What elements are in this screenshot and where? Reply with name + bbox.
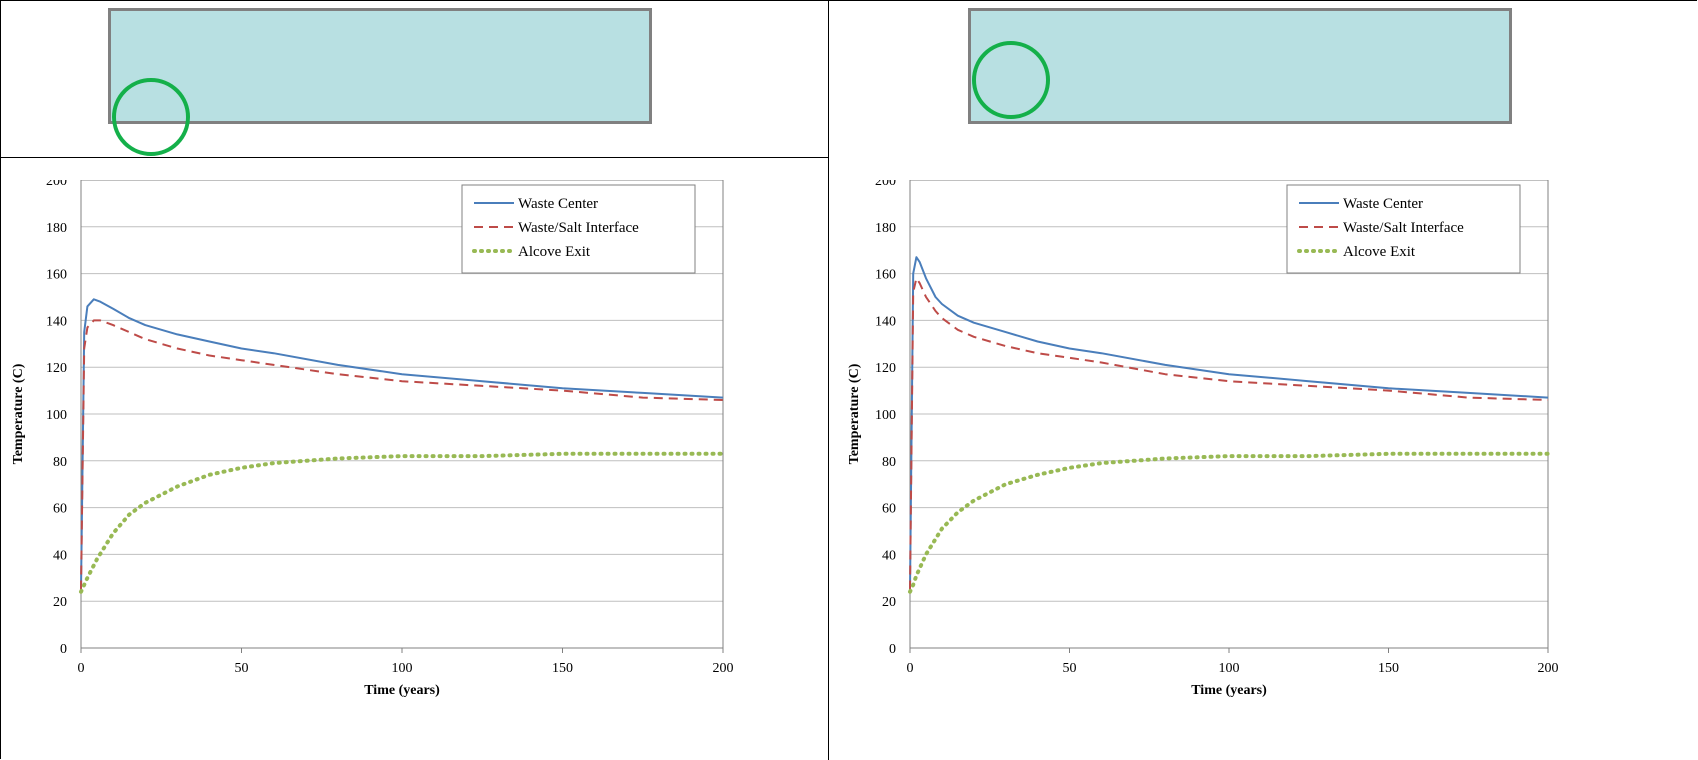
c0-ytick-label-20: 20	[53, 595, 67, 610]
c1-y-axis-title: Temperature (C)	[847, 363, 862, 464]
top-divider-left	[0, 157, 828, 158]
c0-ytick-label-180: 180	[46, 221, 67, 236]
c0-ytick-label-160: 160	[46, 268, 67, 283]
c0-xtick-label-0: 0	[78, 661, 85, 676]
c1-xtick-label-200: 200	[1538, 661, 1559, 676]
c0-ytick-label-120: 120	[46, 361, 67, 376]
chart-right: 0 20 40 60 80 100 120 140 160 180 200 0 50 100 150 200 T…	[836, 180, 1698, 760]
c1-xtick-label-50: 50	[1063, 661, 1077, 676]
c0-legend-label-2: Alcove Exit	[518, 244, 591, 260]
c1-ytick-label-120: 120	[875, 361, 896, 376]
chart-right-svg: 0 20 40 60 80 100 120 140 160 180 200 0 50 100 150 200 T…	[847, 180, 1559, 698]
c0-ytick-label-40: 40	[53, 548, 67, 563]
c0-legend-box	[461, 184, 696, 274]
c1-ytick-label-40: 40	[882, 548, 896, 563]
c1-legend-label-0: Waste Center	[1343, 196, 1423, 212]
c1-xtick-label-150: 150	[1378, 661, 1399, 676]
c0-ytick-label-60: 60	[53, 502, 67, 517]
left-panel-divider	[828, 0, 829, 158]
chart-left: 0 20 40 60 80 100 120 140 160 180 200 0 50 100 150 200 T…	[0, 180, 830, 760]
c1-legend-box	[1286, 184, 1521, 274]
c1-ytick-label-80: 80	[882, 455, 896, 470]
c0-ytick-label-200: 200	[46, 180, 67, 189]
c1-legend-label-1: Waste/Salt Interface	[1343, 220, 1464, 236]
diagram-left	[108, 8, 652, 124]
c1-ytick-label-60: 60	[882, 502, 896, 517]
c0-legend-label-0: Waste Center	[518, 196, 598, 212]
c1-ytick-label-20: 20	[882, 595, 896, 610]
c0-series-line-1	[80, 319, 724, 590]
c0-xtick-label-100: 100	[392, 661, 413, 676]
c1-xtick-label-100: 100	[1219, 661, 1240, 676]
c1-ytick-label-0: 0	[889, 642, 896, 657]
c1-ytick-label-180: 180	[875, 221, 896, 236]
c1-ytick-label-100: 100	[875, 408, 896, 423]
c1-ytick-label-200: 200	[875, 180, 896, 189]
c1-x-axis-title: Time (years)	[1191, 683, 1267, 698]
c1-series-line-2	[908, 451, 1550, 594]
c0-xtick-label-200: 200	[713, 661, 734, 676]
chart-left-svg: 0 20 40 60 80 100 120 140 160 180 200 0 50 100 150 200 T…	[11, 180, 734, 698]
c1-xtick-label-0: 0	[907, 661, 914, 676]
c0-ytick-label-140: 140	[46, 314, 67, 329]
c1-series-line-0	[909, 256, 1549, 590]
c0-series-line-0	[80, 298, 724, 590]
c0-ytick-label-0: 0	[60, 642, 67, 657]
left-chart-right-edge	[828, 157, 829, 760]
c0-xtick-label-50: 50	[235, 661, 249, 676]
c0-x-axis-title: Time (years)	[364, 683, 440, 698]
marker-circle-left	[112, 78, 190, 156]
c0-ytick-label-80: 80	[53, 455, 67, 470]
c0-ytick-label-100: 100	[46, 408, 67, 423]
c1-legend-label-2: Alcove Exit	[1343, 244, 1416, 260]
c1-ytick-label-160: 160	[875, 268, 896, 283]
c0-y-axis-title: Temperature (C)	[11, 363, 26, 464]
c0-xtick-label-150: 150	[552, 661, 573, 676]
marker-circle-right	[972, 41, 1050, 119]
c0-series-line-2	[79, 451, 725, 594]
diagram-right	[968, 8, 1512, 124]
c0-legend-label-1: Waste/Salt Interface	[518, 220, 639, 236]
c1-ytick-label-140: 140	[875, 314, 896, 329]
c1-series-line-1	[909, 277, 1549, 590]
